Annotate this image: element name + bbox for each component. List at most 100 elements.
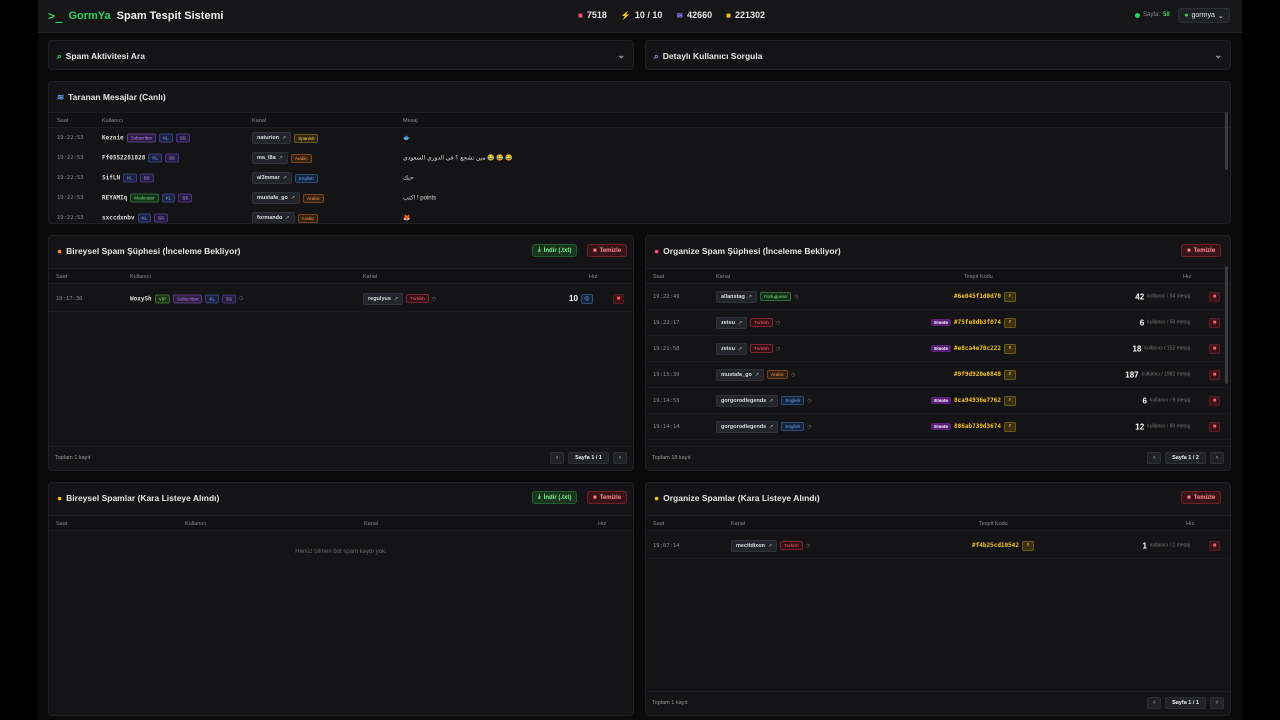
detection-code[interactable]: #e8ca4e70c222: [954, 345, 1001, 352]
channel-link[interactable]: zetsu ↗: [716, 316, 748, 329]
username[interactable]: SifLN: [102, 174, 121, 182]
history-icon[interactable]: ◷: [775, 345, 781, 352]
history-icon[interactable]: ◷: [794, 293, 799, 300]
next-page-button[interactable]: ›: [1210, 452, 1224, 464]
delete-button[interactable]: ■: [613, 293, 624, 304]
clear-button[interactable]: ■ Temizle: [1181, 491, 1222, 504]
history-icon[interactable]: ◷: [431, 295, 437, 302]
scrollbar[interactable]: [1225, 112, 1228, 170]
info-icon[interactable]: ◎: [580, 293, 593, 304]
history-icon[interactable]: ◷: [239, 295, 244, 302]
username[interactable]: Ff0552281828: [102, 154, 146, 162]
delete-button[interactable]: ■: [1209, 540, 1220, 551]
history-icon[interactable]: ◷: [805, 542, 811, 549]
history-icon[interactable]: ◷: [807, 397, 812, 404]
prev-page-button[interactable]: ‹: [1147, 697, 1162, 709]
table-row[interactable]: 19:22:53 SifLN KL SS al3mmar ↗ English حيك: [49, 168, 1230, 188]
table-row[interactable]: 19:07:14 mecitdixon ↗ Turkish ◷ #f4b25cd10542…: [646, 533, 1230, 559]
table-row[interactable]: 19:22:53 REYAMIq Moderator KL SS mustafa_go ↗ A…: [49, 188, 1230, 208]
individual-suspect-list[interactable]: 19:17:30 WoxySh VIP Subscriber KL SS ◷ regulyus…: [49, 286, 633, 312]
channel-link[interactable]: ma_l8a ↗: [252, 152, 288, 164]
table-row[interactable]: 19:17:30 WoxySh VIP Subscriber KL SS ◷ regulyus…: [49, 286, 633, 312]
username[interactable]: sxccdxnbv: [102, 214, 135, 222]
prev-page-button[interactable]: ‹: [1147, 452, 1162, 464]
speed-value: 6: [1142, 396, 1147, 405]
delete-button[interactable]: ■: [1209, 343, 1220, 354]
channel-link[interactable]: mustafa_go ↗: [252, 192, 301, 204]
detection-code[interactable]: #9f9d920e0848: [954, 371, 1001, 378]
channel-name: allanstag: [721, 293, 745, 300]
channel-link[interactable]: regulyus ↗: [363, 292, 404, 305]
history-icon[interactable]: ◷: [790, 371, 796, 378]
clear-button[interactable]: ■ Temizle: [1181, 244, 1222, 257]
accordion-header[interactable]: ⌕ Spam Aktivitesi Ara ⌄: [57, 50, 625, 61]
user-query-panel[interactable]: ⌕ Detaylı Kullanıcı Sorgula ⌄: [645, 40, 1231, 70]
table-row[interactable]: 19:22:53 sxccdxnbv KL SS formando ↗ Arabic 🦊: [49, 208, 1230, 223]
table-row[interactable]: 19:14:14 gorgorodlegends ↗ English ◷ Emote 886…: [646, 414, 1230, 440]
table-row[interactable]: 19:22:53 Keznie Subscriber KL SS naturion ↗ Spa…: [49, 128, 1230, 148]
organized-blacklist-list[interactable]: 19:07:14 mecitdixon ↗ Turkish ◷ #f4b25cd10542…: [646, 533, 1230, 559]
channel-link[interactable]: mecitdixon ↗: [731, 539, 778, 552]
warning-icon: ●: [654, 246, 660, 256]
username[interactable]: WoxySh: [130, 295, 152, 302]
detection-code[interactable]: #f4b25cd10542: [972, 542, 1019, 549]
spam-activity-search-panel[interactable]: ⌕ Spam Aktivitesi Ara ⌄: [48, 40, 634, 70]
delete-button[interactable]: ■: [1209, 291, 1220, 302]
delete-button[interactable]: ■: [1209, 421, 1220, 432]
channel-link[interactable]: al3mmar ↗: [252, 172, 292, 184]
delete-button[interactable]: ■: [1209, 317, 1220, 328]
clear-button[interactable]: ■ Temizle: [587, 491, 628, 504]
search-icon[interactable]: ⌕: [1004, 369, 1016, 380]
brand[interactable]: >_ GormYa Spam Tespit Sistemi: [48, 9, 223, 23]
channel-link[interactable]: gorgorodlegends ↗: [716, 394, 779, 407]
organized-suspect-list[interactable]: 19:22:49 allanstag ↗ Portuguese ◷ #6e045f1d0d…: [646, 284, 1230, 444]
search-icon[interactable]: ⌕: [1022, 540, 1034, 551]
channel-link[interactable]: allanstag ↗: [716, 290, 758, 303]
channel-link[interactable]: formando ↗: [252, 212, 295, 223]
clear-button[interactable]: ■ Temizle: [587, 244, 628, 257]
channel-link[interactable]: mustafa_go ↗: [716, 368, 765, 381]
external-link-icon: ↗: [768, 542, 773, 549]
user-badge: SS: [221, 294, 236, 303]
speed-value: 10: [569, 294, 578, 303]
time-cell: 19:15:39: [653, 371, 680, 378]
pagination: ‹ Sayfa 1 / 1 ›: [1147, 697, 1224, 709]
history-icon[interactable]: ◷: [775, 319, 781, 326]
table-row[interactable]: 19:22:17 zetsu ↗ Turkish ◷ Emote #75fe8db3f074…: [646, 310, 1230, 336]
search-icon[interactable]: ⌕: [1004, 317, 1016, 328]
accordion-header[interactable]: ⌕ Detaylı Kullanıcı Sorgula ⌄: [654, 50, 1222, 61]
table-row[interactable]: 19:15:39 mustafa_go ↗ Arabic ◷ #9f9d920e0848 ⌕…: [646, 362, 1230, 388]
search-icon[interactable]: ⌕: [1004, 421, 1016, 432]
table-row[interactable]: 19:14:53 gorgorodlegends ↗ English ◷ Emote 8ca…: [646, 388, 1230, 414]
channel-link[interactable]: gorgorodlegends ↗: [716, 420, 779, 433]
username[interactable]: Keznie: [102, 134, 124, 142]
download-button[interactable]: ⤓ İndir (.txt): [532, 244, 578, 257]
next-page-button[interactable]: ›: [1210, 697, 1224, 709]
prev-page-button[interactable]: ‹: [550, 452, 565, 464]
trash-icon: ■: [593, 494, 597, 501]
detection-code[interactable]: 8ca94936e7762: [954, 397, 1001, 404]
scrollbar[interactable]: [1225, 266, 1228, 384]
search-icon[interactable]: ⌕: [1004, 343, 1016, 354]
detection-code[interactable]: #6e045f1d0d70: [954, 293, 1001, 300]
speed-value: 1: [1142, 541, 1147, 550]
search-icon[interactable]: ⌕: [1004, 395, 1016, 406]
channel-link[interactable]: zetsu ↗: [716, 342, 748, 355]
user-menu-button[interactable]: ● gormya ⌄: [1178, 8, 1230, 23]
table-row[interactable]: 19:21:58 zetsu ↗ Turkish ◷ Emote #e8ca4e70c222…: [646, 336, 1230, 362]
search-icon[interactable]: ⌕: [1004, 291, 1016, 302]
next-page-button[interactable]: ›: [613, 452, 627, 464]
detection-code[interactable]: 886ab739d3674: [954, 423, 1001, 430]
detection-code[interactable]: #75fe8db3f074: [954, 319, 1001, 326]
table-row[interactable]: 19:22:53 Ff0552281828 KL SS ma_l8a ↗ Arabic مين…: [49, 148, 1230, 168]
delete-button[interactable]: ■: [1209, 369, 1220, 380]
delete-button[interactable]: ■: [1209, 395, 1220, 406]
history-icon[interactable]: ◷: [807, 423, 812, 430]
channel-link[interactable]: naturion ↗: [252, 132, 292, 144]
download-button[interactable]: ⤓ İndir (.txt): [532, 491, 578, 504]
emote-badge: Emote: [931, 423, 952, 430]
channel-name: gorgorodlegends: [721, 397, 767, 404]
username[interactable]: REYAMIq: [102, 194, 128, 202]
table-row[interactable]: 19:22:49 allanstag ↗ Portuguese ◷ #6e045f1d0d…: [646, 284, 1230, 310]
live-message-list[interactable]: 19:22:53 Keznie Subscriber KL SS naturion ↗ Spa…: [49, 128, 1230, 223]
